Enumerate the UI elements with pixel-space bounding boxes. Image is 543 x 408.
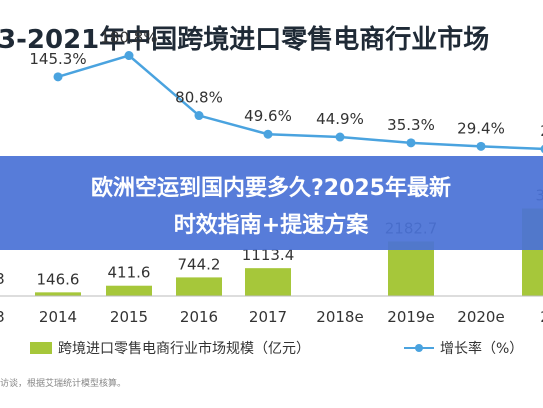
growth-value-label: 180.8% (100, 29, 157, 47)
bar-value-label: 146.6 (37, 270, 80, 288)
source-note: 访谈，根据艾瑞统计模型核算。 (0, 377, 126, 389)
bar (245, 268, 291, 296)
x-tick-label: 3 (0, 308, 5, 326)
bar-value-label: 3 (0, 270, 5, 288)
growth-value-label: 145.3% (29, 50, 86, 68)
legend-line-marker (415, 344, 423, 352)
overlay-banner: 欧洲空运到国内要多久?2025年最新 时效指南+提速方案 (0, 156, 543, 250)
bar-value-label: 744.2 (178, 255, 221, 273)
chart-title: 3-2021年中国跨境进口零售电商行业市场 (0, 24, 489, 55)
x-tick-labels: 3 2014 2015 2016 2017 2018e 2019e 2020e 2 (0, 308, 543, 326)
legend-line-label: 增长率（%） (440, 340, 523, 357)
growth-value-label: 44.9% (316, 110, 364, 128)
growth-point (124, 51, 134, 61)
growth-value-label: 2 (540, 122, 543, 140)
growth-point (406, 138, 416, 148)
x-tick-label: 2016 (180, 308, 218, 326)
legend: 跨境进口零售电商行业市场规模（亿元） 增长率（%） (30, 340, 523, 357)
bar (176, 277, 222, 296)
growth-point (194, 111, 204, 121)
banner-title-line1: 欧洲空运到国内要多久?2025年最新 (91, 175, 451, 201)
x-tick-label: 2015 (110, 308, 148, 326)
growth-value-label: 80.8% (175, 89, 223, 107)
bar (35, 292, 81, 296)
x-tick-label: 2017 (249, 308, 287, 326)
growth-point (540, 144, 543, 154)
growth-point (335, 132, 345, 142)
line-layer (53, 51, 543, 154)
x-tick-label: 2020e (457, 308, 504, 326)
x-tick-label: 2 (540, 308, 543, 326)
growth-point (476, 141, 486, 151)
line-labels-layer: 145.3% 180.8% 80.8% 49.6% 44.9% 35.3% 29.4% 2 (29, 29, 543, 140)
growth-point (53, 72, 63, 82)
x-tick-label: 2019e (387, 308, 434, 326)
growth-line (57, 54, 543, 151)
bars-layer (35, 208, 543, 296)
bar (388, 241, 434, 296)
growth-value-label: 35.3% (387, 116, 435, 134)
growth-point (263, 129, 273, 139)
legend-bar-label: 跨境进口零售电商行业市场规模（亿元） (58, 340, 310, 357)
bar-value-label: 1113.4 (242, 246, 295, 264)
bar-value-label: 411.6 (108, 264, 151, 282)
banner-title-line2: 时效指南+提速方案 (174, 212, 369, 238)
bar (106, 285, 152, 296)
growth-value-label: 29.4% (457, 119, 505, 137)
x-tick-label: 2018e (316, 308, 363, 326)
banner-background (0, 156, 543, 250)
legend-bar-swatch (30, 342, 52, 354)
growth-value-label: 49.6% (244, 107, 292, 125)
x-tick-label: 2014 (39, 308, 77, 326)
